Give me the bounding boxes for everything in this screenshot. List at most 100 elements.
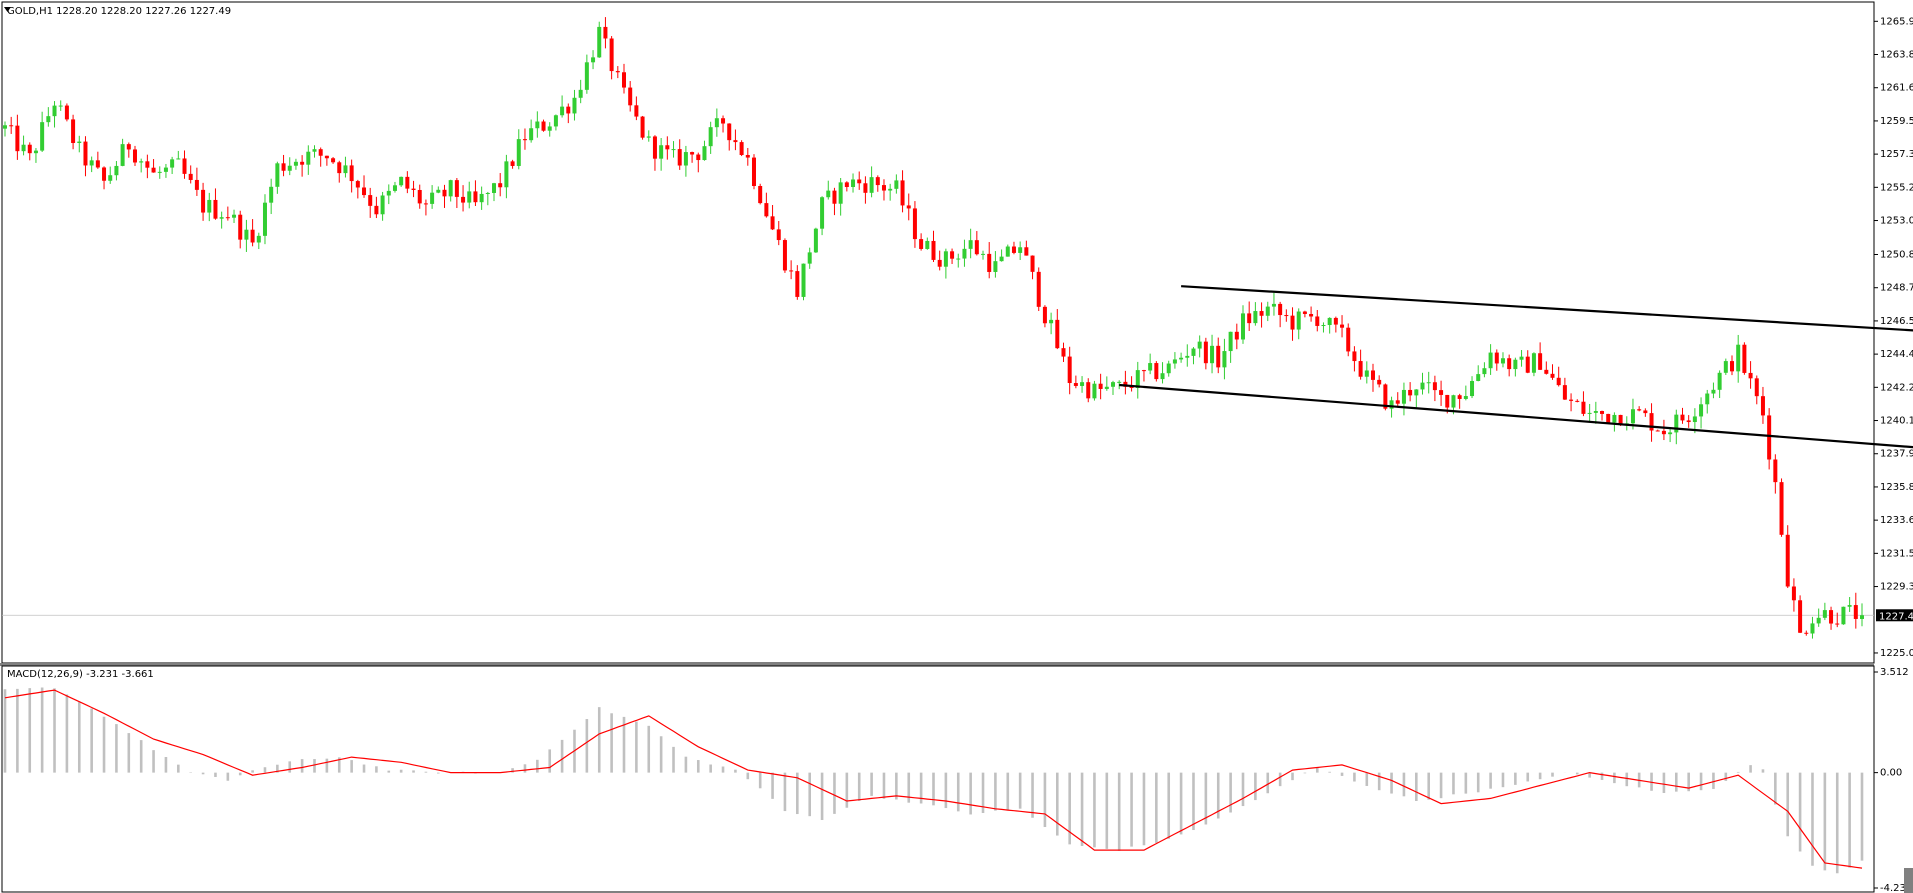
candle bbox=[987, 242, 992, 279]
candle-body bbox=[634, 105, 639, 117]
candle bbox=[1296, 308, 1301, 340]
candle-body bbox=[1637, 409, 1642, 411]
candle-body bbox=[287, 165, 292, 171]
candle-body bbox=[1129, 386, 1134, 389]
price-tick-label: 1255.20 bbox=[1880, 182, 1913, 193]
candle bbox=[1253, 302, 1258, 326]
current-price-badge bbox=[1876, 609, 1913, 622]
candle-body bbox=[770, 216, 775, 230]
panel-separator[interactable] bbox=[0, 663, 1874, 666]
candle-body bbox=[1191, 348, 1196, 356]
candle-body bbox=[863, 183, 868, 193]
candle-body bbox=[95, 160, 100, 168]
lower-channel-line[interactable] bbox=[1119, 383, 1913, 484]
candle bbox=[312, 145, 317, 158]
candle-body bbox=[1030, 255, 1035, 272]
header-dropdown-icon[interactable] bbox=[4, 7, 11, 12]
candle-body bbox=[1408, 389, 1413, 396]
candle-body bbox=[64, 105, 69, 120]
candle bbox=[1061, 342, 1066, 363]
candle bbox=[1340, 315, 1345, 338]
candle-body bbox=[733, 140, 738, 143]
candle bbox=[219, 211, 224, 229]
candle-body bbox=[1600, 411, 1605, 414]
candle-body bbox=[300, 161, 305, 165]
candle bbox=[64, 103, 69, 122]
candle bbox=[1798, 595, 1803, 634]
candle-body bbox=[1705, 393, 1710, 405]
candle bbox=[1172, 352, 1177, 369]
candle bbox=[776, 220, 781, 246]
candle-body bbox=[1005, 246, 1010, 257]
candle bbox=[1309, 306, 1314, 322]
candle-body bbox=[1432, 382, 1437, 391]
upper-channel-line[interactable] bbox=[1181, 285, 1913, 357]
candle-body bbox=[343, 165, 348, 174]
candle bbox=[1185, 344, 1190, 367]
candle-body bbox=[1587, 412, 1592, 414]
candle-body bbox=[547, 126, 552, 131]
candle bbox=[256, 232, 261, 250]
candle bbox=[640, 115, 645, 140]
candle-body bbox=[492, 183, 497, 193]
candle bbox=[1680, 407, 1685, 424]
candle bbox=[126, 142, 131, 158]
candle bbox=[1544, 361, 1549, 375]
candle bbox=[1463, 385, 1468, 401]
candle bbox=[1507, 354, 1512, 377]
candle-body bbox=[3, 125, 7, 129]
candle bbox=[702, 140, 707, 161]
candle-body bbox=[1556, 377, 1561, 386]
candle bbox=[250, 219, 255, 247]
candle bbox=[665, 136, 670, 160]
candle-body bbox=[1426, 382, 1431, 384]
candle bbox=[244, 219, 249, 252]
candle bbox=[423, 199, 428, 216]
candle-body bbox=[1711, 389, 1716, 394]
price-tick-label: 1240.10 bbox=[1880, 416, 1913, 427]
candle bbox=[1315, 309, 1320, 332]
candle-body bbox=[405, 176, 410, 189]
candle bbox=[1024, 240, 1029, 256]
candle-body bbox=[126, 144, 131, 150]
candle-body bbox=[454, 180, 459, 197]
candle bbox=[888, 183, 893, 201]
candle bbox=[1482, 362, 1487, 378]
scrollbar-thumb[interactable] bbox=[1904, 868, 1913, 893]
trendlines[interactable] bbox=[1119, 285, 1913, 484]
candle bbox=[1600, 410, 1605, 421]
candle-body bbox=[1067, 356, 1072, 384]
candle bbox=[683, 145, 688, 177]
candle bbox=[956, 253, 961, 268]
candle-body bbox=[628, 87, 633, 106]
candle bbox=[622, 63, 626, 94]
candle bbox=[813, 227, 818, 253]
price-tick-label: 1231.50 bbox=[1880, 548, 1913, 559]
candle bbox=[331, 157, 336, 164]
price-panel[interactable]: GOLD,H1 1228.20 1228.20 1227.26 1227.49 bbox=[1, 1, 1913, 664]
candle bbox=[318, 147, 323, 167]
candle bbox=[1123, 370, 1128, 395]
candle bbox=[906, 193, 911, 221]
candle-body bbox=[15, 125, 20, 152]
candle bbox=[1754, 375, 1759, 405]
candle bbox=[1822, 602, 1827, 621]
candle-body bbox=[535, 121, 540, 129]
candle-body bbox=[516, 139, 521, 166]
candle-body bbox=[1748, 372, 1753, 379]
candle-body bbox=[727, 123, 732, 141]
candle-body bbox=[640, 116, 645, 138]
candle bbox=[343, 156, 348, 178]
price-tick-label: 1237.95 bbox=[1880, 449, 1913, 460]
candle bbox=[324, 155, 329, 166]
candle bbox=[58, 100, 63, 111]
candle bbox=[492, 182, 497, 202]
candle-body bbox=[1049, 319, 1054, 324]
candle bbox=[232, 209, 237, 224]
macd-panel[interactable]: MACD(12,26,9) -3.231 -3.661 bbox=[1, 665, 1875, 893]
candle bbox=[1203, 337, 1208, 370]
candle-body bbox=[714, 118, 719, 128]
candle bbox=[430, 185, 435, 209]
candle-body bbox=[1791, 586, 1796, 601]
price-tick-label: 1265.95 bbox=[1880, 16, 1913, 27]
